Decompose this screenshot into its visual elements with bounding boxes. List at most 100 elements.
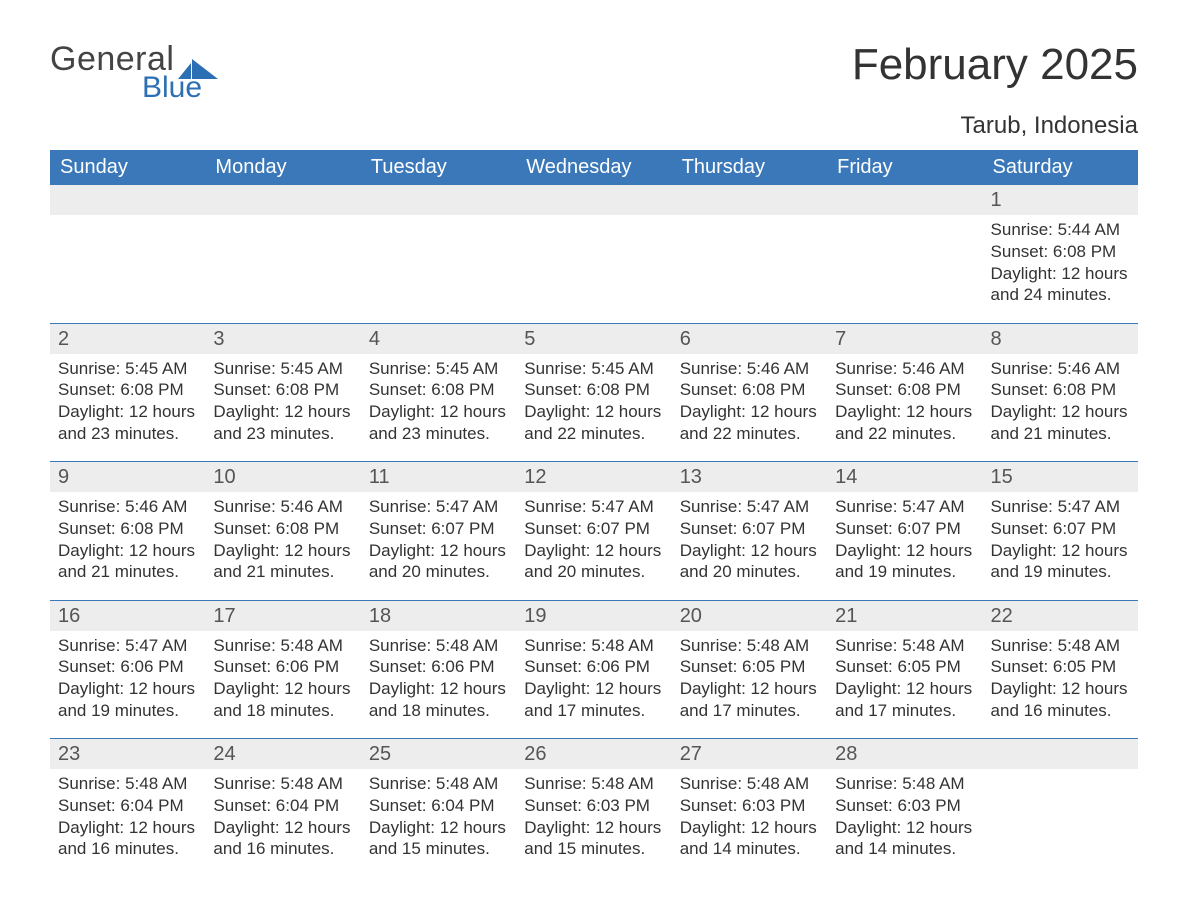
calendar-cell: 21Sunrise: 5:48 AMSunset: 6:05 PMDayligh… bbox=[827, 601, 982, 739]
sunrise-line: Sunrise: 5:45 AM bbox=[58, 358, 197, 380]
sunset-line: Sunset: 6:08 PM bbox=[58, 379, 197, 401]
sunrise-line: Sunrise: 5:47 AM bbox=[58, 635, 197, 657]
calendar-cell: 20Sunrise: 5:48 AMSunset: 6:05 PMDayligh… bbox=[672, 601, 827, 739]
daylight-line: Daylight: 12 hours and 20 minutes. bbox=[680, 540, 819, 584]
daylight-line: Daylight: 12 hours and 15 minutes. bbox=[524, 817, 663, 861]
calendar-cell: 15Sunrise: 5:47 AMSunset: 6:07 PMDayligh… bbox=[983, 462, 1138, 600]
calendar-cell: 25Sunrise: 5:48 AMSunset: 6:04 PMDayligh… bbox=[361, 739, 516, 877]
day-number: 18 bbox=[361, 601, 516, 631]
day-detail: Sunrise: 5:46 AMSunset: 6:08 PMDaylight:… bbox=[205, 492, 360, 591]
daylight-line: Daylight: 12 hours and 23 minutes. bbox=[213, 401, 352, 445]
weekday-monday: Monday bbox=[205, 150, 360, 185]
day-number bbox=[983, 739, 1138, 769]
daylight-line: Daylight: 12 hours and 23 minutes. bbox=[58, 401, 197, 445]
sunset-line: Sunset: 6:05 PM bbox=[680, 656, 819, 678]
sunset-line: Sunset: 6:08 PM bbox=[680, 379, 819, 401]
day-detail: Sunrise: 5:47 AMSunset: 6:07 PMDaylight:… bbox=[672, 492, 827, 591]
day-number: 7 bbox=[827, 324, 982, 354]
calendar-cell: 26Sunrise: 5:48 AMSunset: 6:03 PMDayligh… bbox=[516, 739, 671, 877]
daylight-line: Daylight: 12 hours and 19 minutes. bbox=[835, 540, 974, 584]
day-detail: Sunrise: 5:48 AMSunset: 6:06 PMDaylight:… bbox=[205, 631, 360, 730]
daylight-line: Daylight: 12 hours and 20 minutes. bbox=[369, 540, 508, 584]
day-detail: Sunrise: 5:46 AMSunset: 6:08 PMDaylight:… bbox=[50, 492, 205, 591]
day-number: 16 bbox=[50, 601, 205, 631]
sunrise-line: Sunrise: 5:45 AM bbox=[213, 358, 352, 380]
sunrise-line: Sunrise: 5:48 AM bbox=[524, 635, 663, 657]
sunset-line: Sunset: 6:04 PM bbox=[213, 795, 352, 817]
calendar-table: Sunday Monday Tuesday Wednesday Thursday… bbox=[50, 150, 1138, 877]
day-detail: Sunrise: 5:48 AMSunset: 6:04 PMDaylight:… bbox=[205, 769, 360, 868]
calendar-cell: 3Sunrise: 5:45 AMSunset: 6:08 PMDaylight… bbox=[205, 324, 360, 462]
sunrise-line: Sunrise: 5:48 AM bbox=[369, 635, 508, 657]
calendar-cell: 10Sunrise: 5:46 AMSunset: 6:08 PMDayligh… bbox=[205, 462, 360, 600]
weekday-tuesday: Tuesday bbox=[361, 150, 516, 185]
calendar-week: 23Sunrise: 5:48 AMSunset: 6:04 PMDayligh… bbox=[50, 739, 1138, 877]
sunset-line: Sunset: 6:05 PM bbox=[835, 656, 974, 678]
sunset-line: Sunset: 6:05 PM bbox=[991, 656, 1130, 678]
day-number bbox=[827, 185, 982, 215]
calendar-cell bbox=[672, 185, 827, 323]
day-number: 28 bbox=[827, 739, 982, 769]
day-number: 21 bbox=[827, 601, 982, 631]
weekday-thursday: Thursday bbox=[672, 150, 827, 185]
sunrise-line: Sunrise: 5:47 AM bbox=[369, 496, 508, 518]
calendar-cell: 17Sunrise: 5:48 AMSunset: 6:06 PMDayligh… bbox=[205, 601, 360, 739]
day-number: 12 bbox=[516, 462, 671, 492]
sunset-line: Sunset: 6:08 PM bbox=[991, 241, 1130, 263]
calendar-cell: 19Sunrise: 5:48 AMSunset: 6:06 PMDayligh… bbox=[516, 601, 671, 739]
brand-logo: General Blue bbox=[50, 40, 218, 105]
day-number bbox=[516, 185, 671, 215]
sunrise-line: Sunrise: 5:46 AM bbox=[58, 496, 197, 518]
sunrise-line: Sunrise: 5:46 AM bbox=[213, 496, 352, 518]
calendar-cell: 5Sunrise: 5:45 AMSunset: 6:08 PMDaylight… bbox=[516, 324, 671, 462]
sunset-line: Sunset: 6:06 PM bbox=[369, 656, 508, 678]
sunrise-line: Sunrise: 5:48 AM bbox=[524, 773, 663, 795]
sunrise-line: Sunrise: 5:48 AM bbox=[835, 773, 974, 795]
daylight-line: Daylight: 12 hours and 19 minutes. bbox=[991, 540, 1130, 584]
sunset-line: Sunset: 6:06 PM bbox=[213, 656, 352, 678]
sunset-line: Sunset: 6:07 PM bbox=[369, 518, 508, 540]
calendar-week: 1Sunrise: 5:44 AMSunset: 6:08 PMDaylight… bbox=[50, 185, 1138, 323]
day-number: 19 bbox=[516, 601, 671, 631]
day-detail: Sunrise: 5:47 AMSunset: 6:07 PMDaylight:… bbox=[361, 492, 516, 591]
calendar-cell: 14Sunrise: 5:47 AMSunset: 6:07 PMDayligh… bbox=[827, 462, 982, 600]
calendar-cell: 12Sunrise: 5:47 AMSunset: 6:07 PMDayligh… bbox=[516, 462, 671, 600]
day-detail: Sunrise: 5:48 AMSunset: 6:03 PMDaylight:… bbox=[672, 769, 827, 868]
daylight-line: Daylight: 12 hours and 18 minutes. bbox=[213, 678, 352, 722]
sunset-line: Sunset: 6:03 PM bbox=[524, 795, 663, 817]
daylight-line: Daylight: 12 hours and 24 minutes. bbox=[991, 263, 1130, 307]
daylight-line: Daylight: 12 hours and 21 minutes. bbox=[58, 540, 197, 584]
calendar-cell: 6Sunrise: 5:46 AMSunset: 6:08 PMDaylight… bbox=[672, 324, 827, 462]
day-number: 3 bbox=[205, 324, 360, 354]
sunset-line: Sunset: 6:07 PM bbox=[524, 518, 663, 540]
day-detail: Sunrise: 5:45 AMSunset: 6:08 PMDaylight:… bbox=[50, 354, 205, 453]
day-detail: Sunrise: 5:48 AMSunset: 6:05 PMDaylight:… bbox=[983, 631, 1138, 730]
day-number: 22 bbox=[983, 601, 1138, 631]
daylight-line: Daylight: 12 hours and 16 minutes. bbox=[991, 678, 1130, 722]
sunrise-line: Sunrise: 5:46 AM bbox=[835, 358, 974, 380]
weekday-row: Sunday Monday Tuesday Wednesday Thursday… bbox=[50, 150, 1138, 185]
calendar-header: Sunday Monday Tuesday Wednesday Thursday… bbox=[50, 150, 1138, 185]
day-detail: Sunrise: 5:45 AMSunset: 6:08 PMDaylight:… bbox=[516, 354, 671, 453]
sunset-line: Sunset: 6:04 PM bbox=[369, 795, 508, 817]
day-number: 11 bbox=[361, 462, 516, 492]
calendar-page: General Blue February 2025 Tarub, Indone… bbox=[0, 0, 1188, 918]
daylight-line: Daylight: 12 hours and 17 minutes. bbox=[680, 678, 819, 722]
calendar-week: 9Sunrise: 5:46 AMSunset: 6:08 PMDaylight… bbox=[50, 462, 1138, 600]
sunrise-line: Sunrise: 5:48 AM bbox=[58, 773, 197, 795]
day-detail: Sunrise: 5:48 AMSunset: 6:03 PMDaylight:… bbox=[516, 769, 671, 868]
day-number: 23 bbox=[50, 739, 205, 769]
calendar-cell bbox=[516, 185, 671, 323]
day-detail: Sunrise: 5:44 AMSunset: 6:08 PMDaylight:… bbox=[983, 215, 1138, 314]
sunset-line: Sunset: 6:08 PM bbox=[58, 518, 197, 540]
calendar-body: 1Sunrise: 5:44 AMSunset: 6:08 PMDaylight… bbox=[50, 185, 1138, 877]
day-number: 15 bbox=[983, 462, 1138, 492]
calendar-cell: 13Sunrise: 5:47 AMSunset: 6:07 PMDayligh… bbox=[672, 462, 827, 600]
daylight-line: Daylight: 12 hours and 22 minutes. bbox=[835, 401, 974, 445]
calendar-cell bbox=[983, 739, 1138, 877]
sunrise-line: Sunrise: 5:46 AM bbox=[680, 358, 819, 380]
calendar-cell bbox=[827, 185, 982, 323]
calendar-cell: 22Sunrise: 5:48 AMSunset: 6:05 PMDayligh… bbox=[983, 601, 1138, 739]
daylight-line: Daylight: 12 hours and 14 minutes. bbox=[835, 817, 974, 861]
day-number bbox=[205, 185, 360, 215]
